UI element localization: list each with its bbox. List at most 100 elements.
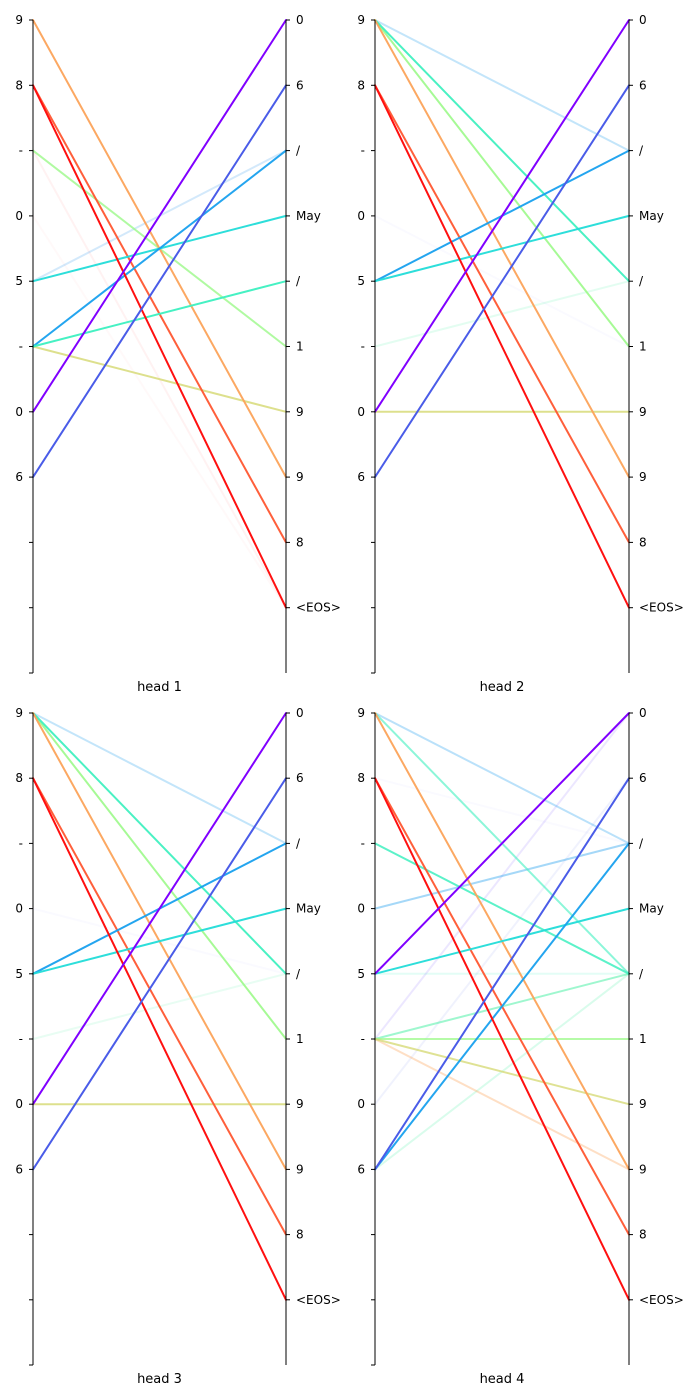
panel-title: head 3 (137, 1372, 182, 1387)
left-tick-label: 6 (357, 470, 365, 484)
right-tick-label: 9 (296, 1097, 304, 1111)
alignment-link (374, 19, 630, 348)
alignment-link (374, 712, 630, 975)
right-tick-label: 9 (296, 470, 304, 484)
alignment-link (374, 777, 630, 1171)
alignment-link (374, 84, 630, 544)
right-tick-label: 0 (639, 706, 647, 720)
left-tick-label: 5 (15, 967, 23, 981)
right-tick-label: 6 (296, 78, 304, 92)
alignment-link (32, 712, 287, 845)
right-tick-label: 9 (296, 1162, 304, 1176)
right-tick-label: 8 (639, 1228, 647, 1242)
left-tick-label: 0 (15, 1097, 23, 1111)
left-tick-label: - (361, 1032, 365, 1046)
right-tick-label: 1 (639, 1032, 647, 1046)
right-tick-label: / (639, 274, 644, 288)
right-tick-label: / (296, 967, 301, 981)
alignment-link (374, 712, 630, 845)
alignment-link (32, 84, 287, 479)
alignment-link (32, 777, 287, 1171)
alignment-link (374, 19, 630, 283)
right-tick-label: May (639, 209, 664, 223)
panel-4: 9 8 - 0 5 - 0 6 0 6 / May / 1 9 9 8 <EOS> head 4 (357, 706, 683, 1387)
right-tick-label: / (296, 144, 301, 158)
alignment-link (374, 84, 630, 479)
left-tick-label: 9 (15, 706, 23, 720)
left-tick-label: 8 (15, 771, 23, 785)
right-tick-label: 9 (639, 405, 647, 419)
alignment-link (32, 149, 287, 348)
alignment-link (374, 1038, 630, 1171)
alignment-link (374, 907, 630, 975)
right-tick-label: 9 (639, 1097, 647, 1111)
right-tick-label: 1 (639, 340, 647, 354)
right-tick-label: 6 (296, 771, 304, 785)
left-tick-label: 9 (357, 13, 365, 27)
alignment-link (374, 842, 630, 910)
alignment-link (32, 712, 287, 1106)
alignment-link (374, 84, 630, 609)
left-tick-label: 0 (357, 405, 365, 419)
left-tick-label: 8 (357, 771, 365, 785)
right-tick-label: / (639, 836, 644, 850)
left-tick-label: 6 (15, 1162, 23, 1176)
right-tick-label: / (639, 144, 644, 158)
alignment-link (32, 907, 287, 975)
alignment-link (374, 19, 630, 152)
right-tick-label: / (296, 836, 301, 850)
alignment-link (32, 777, 287, 1301)
right-tick-label: 9 (296, 405, 304, 419)
left-tick-label: - (361, 144, 365, 158)
panel-title: head 2 (480, 680, 525, 695)
panel-2: 9 8 - 0 5 - 0 6 0 6 / May / 1 9 9 8 <EOS> head 2 (357, 13, 683, 695)
left-tick-label: 0 (15, 405, 23, 419)
alignment-link (374, 1038, 630, 1106)
right-tick-label: 9 (639, 470, 647, 484)
right-tick-label: 8 (639, 535, 647, 549)
right-tick-label: 9 (639, 1162, 647, 1176)
left-tick-label: - (19, 836, 23, 850)
right-tick-label: May (296, 902, 321, 916)
right-tick-label: 8 (296, 535, 304, 549)
alignment-link (32, 280, 287, 348)
left-tick-label: 8 (357, 78, 365, 92)
right-tick-label: 0 (639, 13, 647, 27)
right-tick-label: 1 (296, 340, 304, 354)
panel-title: head 4 (480, 1372, 525, 1387)
left-tick-label: 0 (357, 902, 365, 916)
alignment-link (374, 712, 630, 1040)
left-tick-label: 0 (15, 209, 23, 223)
panel-title: head 1 (137, 680, 182, 695)
left-tick-label: - (19, 340, 23, 354)
right-tick-label: / (639, 967, 644, 981)
right-tick-label: 0 (296, 13, 304, 27)
right-tick-label: May (639, 902, 664, 916)
alignment-link (32, 712, 287, 1040)
alignment-link (374, 777, 630, 845)
left-tick-label: - (19, 144, 23, 158)
right-tick-label: <EOS> (296, 601, 341, 615)
left-tick-label: 9 (15, 13, 23, 27)
left-tick-label: 0 (357, 209, 365, 223)
left-tick-label: 8 (15, 78, 23, 92)
left-tick-label: 6 (357, 1162, 365, 1176)
alignment-link (374, 842, 630, 1171)
panel-3: 9 8 - 0 5 - 0 6 0 6 / May / 1 9 9 8 <EOS> head 3 (15, 706, 340, 1387)
alignment-link (374, 19, 630, 413)
right-tick-label: / (296, 274, 301, 288)
alignment-link (32, 777, 287, 1236)
alignment-link (374, 842, 630, 975)
alignment-link (374, 214, 630, 283)
left-tick-label: - (361, 340, 365, 354)
right-tick-label: 1 (296, 1032, 304, 1046)
left-tick-label: 6 (15, 470, 23, 484)
alignment-link (32, 19, 287, 413)
alignment-link (32, 712, 287, 975)
right-tick-label: <EOS> (639, 601, 684, 615)
left-tick-label: 5 (15, 274, 23, 288)
left-tick-label: 5 (357, 274, 365, 288)
left-tick-label: 9 (357, 706, 365, 720)
right-tick-label: 8 (296, 1228, 304, 1242)
